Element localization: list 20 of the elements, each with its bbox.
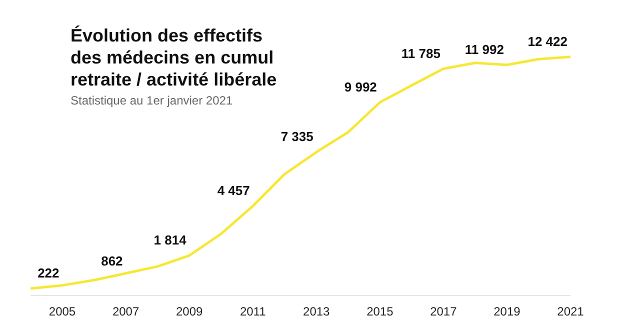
x-tick-label: 2013 (303, 304, 330, 318)
text: Statistique au 1er janvier 2021 (70, 94, 233, 108)
x-tick-label: 2021 (557, 304, 584, 318)
x-tick-label: 2009 (176, 304, 203, 318)
data-label: 12 422 (528, 34, 568, 49)
data-label: 862 (101, 253, 123, 268)
data-label: 4 457 (217, 183, 250, 198)
x-tick-label: 2005 (48, 304, 76, 318)
data-label: 11 992 (464, 42, 504, 57)
x-tick-label: 2015 (366, 304, 394, 318)
x-tick-label: 2017 (430, 304, 458, 318)
data-label: 1 814 (154, 232, 188, 248)
x-tick-label: 2011 (240, 304, 266, 318)
data-label: 7 335 (280, 129, 314, 144)
data-label: 222 (38, 265, 60, 280)
x-tick-label: 2019 (494, 304, 521, 318)
chart-title: Évolution des effectifs des médecins en cumul retraite / activité libérale (70, 26, 277, 90)
data-label: 9 992 (344, 79, 377, 94)
x-tick-label: 2007 (112, 304, 140, 318)
data-label: 11 785 (401, 46, 440, 61)
